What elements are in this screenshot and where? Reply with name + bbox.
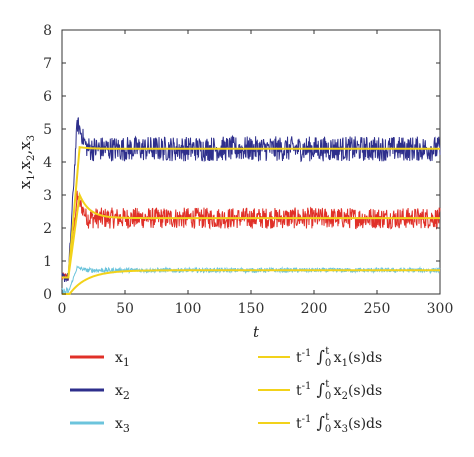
legend-label: x1 [115, 350, 130, 369]
x-tick-label: 100 [175, 301, 202, 317]
ticks-layer: 0 50 100 150 200 250 300 0 1 2 3 4 5 6 7 8 [43, 23, 453, 317]
legend-label: t-1 ∫0t x2(s)ds [296, 379, 382, 402]
legend-item-3: x3 [70, 416, 130, 435]
legend-item-1: x1 [70, 350, 130, 369]
y-tick-label: 2 [43, 221, 52, 237]
y-tick-label: 5 [43, 122, 52, 138]
x-tick-label: 150 [238, 301, 265, 317]
y-axis-label: x1,x2,x3 [16, 135, 37, 189]
x-tick-label: 0 [58, 301, 67, 317]
y-tick-label: 6 [43, 89, 52, 105]
legend-item-6: t-1 ∫0t x3(s)ds [258, 412, 382, 435]
y-tick-label: 8 [43, 23, 52, 39]
legend-label: x3 [115, 416, 130, 435]
x-tick-label: 50 [116, 301, 134, 317]
series-line-4 [62, 191, 440, 279]
legend-label: t-1 ∫0t x3(s)ds [296, 412, 382, 435]
series-line-2 [61, 117, 441, 282]
legend-item-4: t-1 ∫0t x1(s)ds [258, 346, 382, 369]
series-layer [61, 117, 441, 295]
x-tick-label: 250 [364, 301, 391, 317]
x-tick-label: 300 [427, 301, 454, 317]
legend-label: x2 [115, 383, 130, 402]
legend-item-5: t-1 ∫0t x2(s)ds [258, 379, 382, 402]
y-tick-label: 4 [43, 155, 52, 171]
series-line-1 [61, 190, 441, 281]
x-axis-label: t [253, 323, 260, 341]
y-tick-label: 0 [43, 287, 52, 303]
legend-item-2: x2 [70, 383, 130, 402]
legend: x1 x2 x3 t-1 ∫0t x1(s)ds t-1 ∫0t x2(s)ds t-1 … [70, 346, 382, 435]
legend-label: t-1 ∫0t x1(s)ds [296, 346, 382, 369]
series-line-5 [62, 146, 440, 279]
y-tick-label: 7 [43, 56, 52, 72]
series-line-6 [62, 269, 440, 295]
x-tick-label: 200 [301, 301, 328, 317]
y-tick-label: 1 [43, 254, 52, 270]
y-tick-label: 3 [43, 188, 52, 204]
plot-frame [61, 29, 441, 295]
